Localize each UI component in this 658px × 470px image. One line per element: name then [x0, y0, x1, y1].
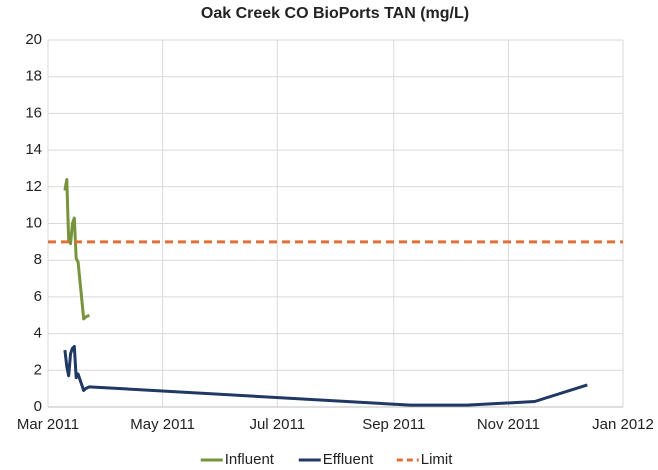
y-tick-label: 14 [25, 141, 42, 158]
chart-title: Oak Creek CO BioPorts TAN (mg/L) [201, 5, 469, 22]
y-tick-label: 2 [34, 361, 42, 378]
x-tick-label: Nov 2011 [477, 416, 540, 433]
legend-label: Limit [421, 451, 454, 468]
legend-label: Effluent [323, 451, 374, 468]
line-series [63, 344, 588, 407]
y-tick-label: 10 [25, 214, 42, 231]
y-tick-label: 18 [25, 68, 42, 85]
y-tick-label: 8 [34, 251, 42, 268]
y-tick-label: 20 [25, 31, 42, 48]
y-tick-label: 0 [34, 398, 42, 415]
x-tick-label: Mar 2011 [17, 416, 79, 433]
x-tick-label: Jul 2011 [249, 416, 305, 433]
legend-label: Influent [225, 451, 275, 468]
x-tick-label: May 2011 [130, 416, 195, 433]
line-series [63, 177, 90, 321]
y-tick-label: 6 [34, 288, 42, 305]
y-tick-label: 16 [25, 104, 42, 121]
y-tick-label: 12 [25, 178, 42, 195]
y-tick-label: 4 [34, 325, 42, 342]
x-tick-label: Sep 2011 [362, 416, 425, 433]
x-tick-label: Jan 2012 [592, 416, 654, 433]
